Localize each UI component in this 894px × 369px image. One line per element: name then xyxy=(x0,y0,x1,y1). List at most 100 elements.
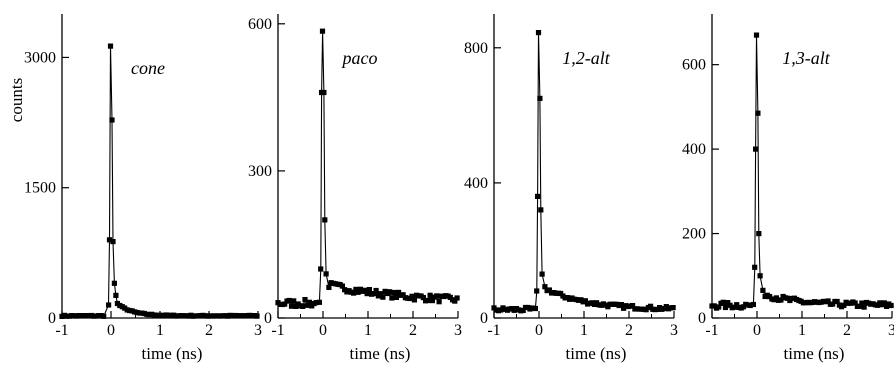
y-tick-label: 0 xyxy=(698,310,706,327)
x-tick-label: 2 xyxy=(625,322,633,339)
data-point xyxy=(339,283,345,289)
y-tick-label: 0 xyxy=(480,310,488,327)
panel-title: cone xyxy=(131,58,165,78)
data-point xyxy=(888,302,894,309)
x-axis-label: time (ns) xyxy=(784,344,845,363)
data-point xyxy=(353,286,359,292)
x-tick-label: 0 xyxy=(319,322,327,339)
data-point xyxy=(109,117,115,123)
data-point xyxy=(753,146,759,152)
data-point xyxy=(373,287,379,294)
data-point xyxy=(720,299,726,305)
data-point xyxy=(106,302,112,308)
data-point xyxy=(355,289,361,295)
data-point xyxy=(752,264,758,270)
data-point xyxy=(304,302,310,308)
data-point xyxy=(319,28,326,34)
y-tick-label: 600 xyxy=(682,57,706,74)
y-tick-label: 800 xyxy=(464,40,488,57)
data-point xyxy=(538,207,544,213)
x-tick-label: 2 xyxy=(843,322,851,339)
y-tick-label: 400 xyxy=(464,175,488,192)
y-tick-label: 0 xyxy=(264,310,272,327)
data-point xyxy=(291,298,297,304)
data-point xyxy=(286,297,292,304)
data-point xyxy=(351,290,357,296)
data-point xyxy=(107,43,114,49)
panel-title: 1,2-alt xyxy=(562,48,610,68)
fit-line xyxy=(493,32,674,312)
data-point xyxy=(362,287,368,293)
y-tick-label: 300 xyxy=(248,163,272,180)
data-point xyxy=(852,300,858,306)
y-tick-label: 600 xyxy=(248,16,272,33)
data-point xyxy=(288,303,295,309)
data-point xyxy=(859,300,865,306)
data-point xyxy=(323,271,329,277)
data-point xyxy=(420,295,426,301)
x-tick-label: 2 xyxy=(205,322,213,339)
fit-line xyxy=(61,46,258,317)
x-tick-label: 1 xyxy=(156,322,164,339)
x-tick-label: 3 xyxy=(454,322,462,339)
data-point xyxy=(454,295,460,301)
data-point xyxy=(857,303,863,309)
data-point xyxy=(529,305,535,311)
x-tick-label: 1 xyxy=(580,322,588,339)
x-tick-label: 2 xyxy=(409,322,417,339)
x-tick-label: -1 xyxy=(705,322,718,339)
x-tick-label: 0 xyxy=(535,322,543,339)
data-point xyxy=(111,280,117,286)
data-point xyxy=(425,297,431,304)
y-tick-label: 400 xyxy=(682,141,706,158)
data-point xyxy=(760,287,766,293)
panel-title: paco xyxy=(341,48,378,68)
data-point xyxy=(306,299,313,305)
x-axis-label: time (ns) xyxy=(350,344,411,363)
data-point xyxy=(535,193,541,199)
data-point xyxy=(750,301,756,308)
figure-ylabel: counts xyxy=(7,78,26,122)
data-point xyxy=(313,300,319,306)
data-point xyxy=(364,291,370,297)
data-point xyxy=(716,304,722,310)
data-point xyxy=(321,89,327,96)
data-point xyxy=(300,303,306,309)
data-point xyxy=(316,299,322,305)
data-point xyxy=(670,305,676,311)
x-tick-label: 3 xyxy=(888,322,894,339)
data-point xyxy=(391,289,397,296)
y-tick-label: 1500 xyxy=(24,180,56,197)
x-tick-label: 3 xyxy=(670,322,678,339)
x-tick-label: -1 xyxy=(55,322,68,339)
data-point xyxy=(753,32,760,38)
data-point xyxy=(755,110,761,116)
data-point xyxy=(282,301,288,307)
data-point xyxy=(318,266,324,272)
data-point xyxy=(427,292,433,298)
data-point xyxy=(825,298,831,304)
x-tick-label: -1 xyxy=(487,322,500,339)
data-point xyxy=(630,303,636,309)
data-point xyxy=(648,303,654,309)
data-point xyxy=(722,304,729,311)
x-tick-label: 0 xyxy=(107,322,115,339)
panel-title: 1,3-alt xyxy=(782,48,830,68)
fit-line xyxy=(711,35,892,309)
data-point xyxy=(393,294,399,300)
y-tick-label: 0 xyxy=(48,310,56,327)
data-point xyxy=(400,292,406,298)
data-point xyxy=(378,291,384,297)
x-axis-label: time (ns) xyxy=(142,344,203,363)
data-point xyxy=(841,302,847,308)
data-point xyxy=(618,302,624,308)
data-point xyxy=(254,313,260,319)
data-point xyxy=(546,287,552,293)
x-tick-label: 1 xyxy=(364,322,372,339)
data-point xyxy=(380,294,386,300)
data-point xyxy=(106,237,113,243)
